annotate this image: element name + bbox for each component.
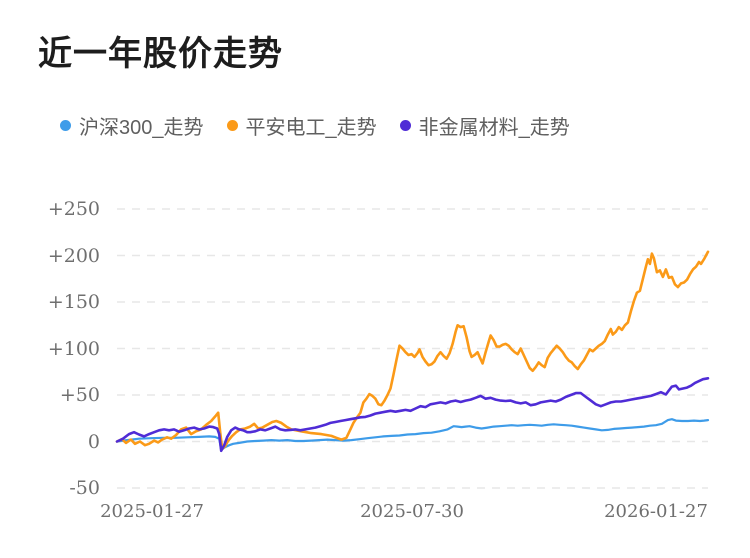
y-axis-label: -50 xyxy=(69,477,100,499)
legend-item-hs300[interactable]: 沪深300_走势 xyxy=(60,111,204,140)
y-axis-label: +200 xyxy=(47,244,100,267)
legend-label: 非金属材料_走势 xyxy=(418,117,570,139)
x-axis-label: 2025-01-27 xyxy=(100,501,204,522)
chart-title: 近一年股价走势 xyxy=(38,35,283,73)
legend-label: 沪深300_走势 xyxy=(79,117,204,139)
chart-legend: 沪深300_走势 平安电工_走势 非金属材料_走势 xyxy=(60,111,570,140)
nonmetal-materials-series-dot-icon xyxy=(399,120,411,131)
y-axis-label: +50 xyxy=(59,384,100,406)
legend-label: 平安电工_走势 xyxy=(245,117,377,139)
x-axis-label: 2025-07-30 xyxy=(360,501,464,522)
series-line-非金属材料_走势[interactable] xyxy=(115,376,710,453)
y-axis-label: +150 xyxy=(47,291,100,313)
pingan-electric-series-dot-icon xyxy=(226,120,238,131)
x-axis-label: 2026-01-27 xyxy=(604,501,708,522)
y-axis-label: 0 xyxy=(87,430,100,453)
series-line-平安电工_走势[interactable] xyxy=(115,250,710,451)
legend-item-nonmetal-materials[interactable]: 非金属材料_走势 xyxy=(399,111,570,140)
y-axis-label: +100 xyxy=(47,337,100,360)
series-line-沪深300_走势[interactable] xyxy=(115,418,710,451)
hs300-series-dot-icon xyxy=(60,120,71,131)
legend-item-pingan-electric[interactable]: 平安电工_走势 xyxy=(226,111,377,140)
y-axis-label: +250 xyxy=(47,198,100,220)
